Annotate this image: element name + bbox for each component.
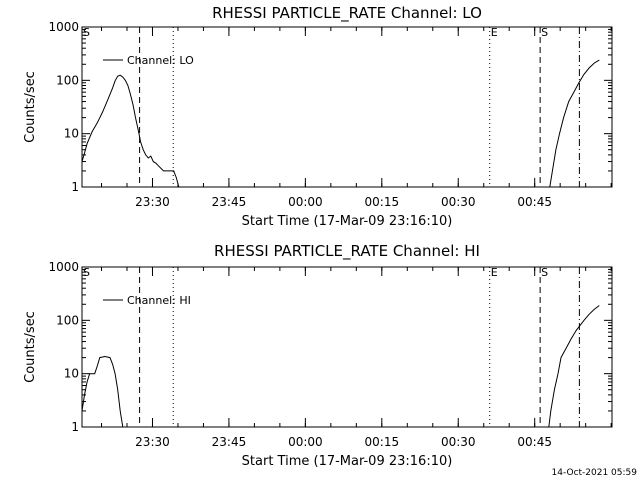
y-tick-label: 100: [56, 73, 79, 87]
x-tick-label: 00:45: [517, 435, 552, 449]
legend-label: Channel: HI: [127, 294, 191, 307]
y-tick-label: 1000: [48, 20, 79, 34]
y-tick-label: 10: [64, 367, 79, 381]
marker-label: S: [541, 266, 548, 279]
series-line: [81, 355, 124, 428]
marker-label: S: [83, 26, 90, 39]
chart-hi-channel: RHESSI PARTICLE_RATE Channel: HI 1 10 100 10…: [23, 242, 613, 469]
x-tick-label: 23:30: [135, 435, 170, 449]
y-axis-label: Counts/sec: [23, 311, 38, 383]
marker-label: E: [491, 266, 498, 279]
x-axis-label: Start Time (17-Mar-09 23:16:10): [242, 214, 453, 229]
x-axis-label: Start Time (17-Mar-09 23:16:10): [242, 454, 453, 469]
y-tick-label: 100: [56, 313, 79, 327]
x-tick-label: 00:15: [365, 195, 400, 209]
x-tick-label: 00:00: [288, 195, 323, 209]
y-tick-label: 1000: [48, 260, 79, 274]
chart-lo-channel: RHESSI PARTICLE_RATE Channel: LO 1 10 100 10…: [23, 4, 613, 229]
plot-frame: [81, 266, 613, 428]
y-tick-label: 1: [71, 420, 79, 434]
marker-label: S: [541, 26, 548, 39]
x-tick-label: 00:30: [441, 195, 476, 209]
y-tick-label: 1: [71, 180, 79, 194]
x-tick-label: 23:45: [212, 195, 247, 209]
x-tick-label: 00:00: [288, 435, 323, 449]
x-tick-label: 23:45: [212, 435, 247, 449]
series-line: [81, 74, 181, 188]
x-tick-label: 00:15: [365, 435, 400, 449]
y-tick-label: 10: [64, 127, 79, 141]
y-axis-label: Counts/sec: [23, 71, 38, 143]
marker-label: E: [491, 26, 498, 39]
x-tick-label: 23:30: [135, 195, 170, 209]
x-tick-label: 00:30: [441, 435, 476, 449]
chart-title: RHESSI PARTICLE_RATE Channel: HI: [214, 242, 480, 261]
generation-timestamp: 14-Oct-2021 05:59: [552, 468, 638, 478]
legend-label: Channel: LO: [127, 54, 194, 67]
marker-label: S: [83, 266, 90, 279]
x-tick-label: 00:45: [517, 195, 552, 209]
series-line-rise: [548, 305, 600, 428]
series-line-rise: [549, 59, 600, 188]
chart-title: RHESSI PARTICLE_RATE Channel: LO: [212, 4, 482, 23]
plot-frame: [81, 26, 613, 188]
